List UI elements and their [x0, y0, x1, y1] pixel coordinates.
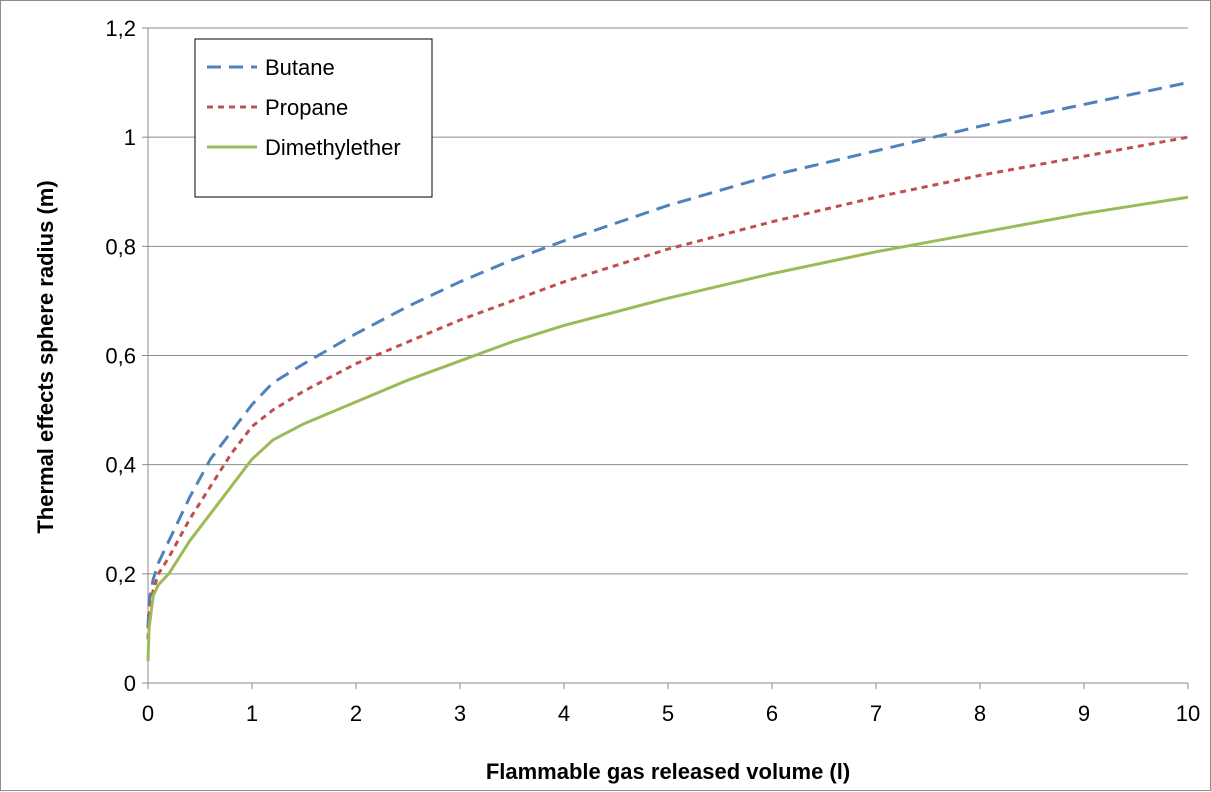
series-line-dimethylether: [146, 195, 1189, 662]
x-axis-title: Flammable gas released volume (l): [486, 759, 850, 784]
legend-box: [194, 38, 433, 198]
legend-label-butane: Butane: [265, 55, 335, 80]
series-line-propane: [146, 135, 1189, 640]
x-tick-label: 5: [662, 701, 674, 726]
series-line-butane: [146, 81, 1189, 629]
y-axis-title: Thermal effects sphere radius (m): [33, 180, 58, 533]
y-tick-label: 0,2: [105, 562, 136, 587]
y-tick-label: 1: [124, 125, 136, 150]
x-tick-label: 7: [870, 701, 882, 726]
x-tick-label: 1: [246, 701, 258, 726]
legend-label-dimethylether: Dimethylether: [265, 135, 401, 160]
legend-items: Butane Propane Dimethylether: [207, 55, 401, 160]
y-tick-label: 0,6: [105, 344, 136, 369]
x-tick-label: 3: [454, 701, 466, 726]
x-tick-label: 4: [558, 701, 570, 726]
x-tick-label: 0: [142, 701, 154, 726]
tick-labels: 0 0,2 0,4 0,6 0,8 1 1,2 0 1 2 3 4 5 6 7 8 9 10: [105, 16, 1200, 726]
y-tick-label: 0,8: [105, 234, 136, 259]
y-tick-label: 0: [124, 671, 136, 696]
series-lines: [146, 81, 1189, 662]
x-tick-label: 8: [974, 701, 986, 726]
y-tick-label: 0,4: [105, 453, 136, 478]
x-tick-label: 2: [350, 701, 362, 726]
legend-label-propane: Propane: [265, 95, 348, 120]
x-tick-label: 9: [1078, 701, 1090, 726]
axes: [142, 27, 1189, 689]
y-tick-label: 1,2: [105, 16, 136, 41]
x-tick-label: 10: [1176, 701, 1200, 726]
x-tick-label: 6: [766, 701, 778, 726]
legend: Butane Propane Dimethylether: [194, 38, 433, 198]
